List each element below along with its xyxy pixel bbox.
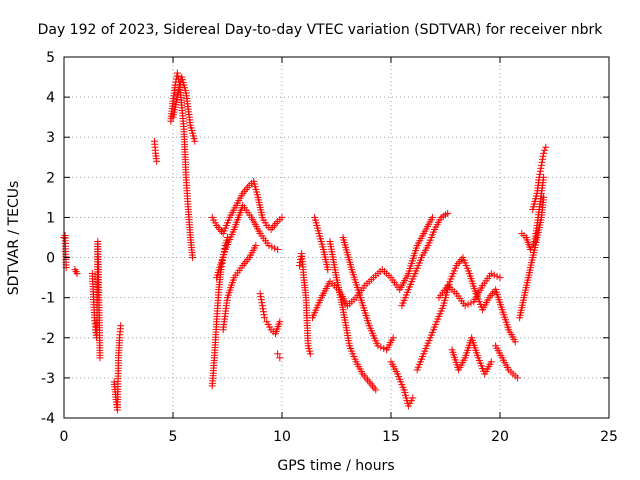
y-tick-label: -3 [41, 371, 55, 387]
axes: 0 5 10 15 20 25 -4 -3 -2 -1 0 1 2 3 4 5 [41, 50, 618, 445]
data-point [259, 305, 267, 313]
data-points [60, 69, 550, 414]
data-point [274, 246, 282, 254]
data-point [537, 164, 545, 172]
data-point [377, 343, 385, 351]
data-point [513, 374, 521, 382]
data-point [496, 274, 504, 282]
grid [64, 57, 609, 418]
y-tick-label: 4 [46, 90, 55, 106]
data-point [261, 314, 269, 322]
data-point [536, 167, 544, 175]
data-point [295, 262, 303, 270]
data-point [493, 272, 501, 280]
data-point [511, 338, 519, 346]
data-point [372, 386, 380, 394]
data-point [258, 299, 266, 307]
data-point [539, 155, 547, 163]
data-point [271, 244, 279, 252]
y-axis-label: SDTVAR / TECUs [6, 181, 22, 296]
y-tick-label: -1 [41, 291, 55, 307]
data-point [259, 308, 267, 316]
data-point [265, 242, 273, 250]
data-point [464, 300, 472, 308]
data-point [252, 242, 260, 250]
y-tick-label: 1 [46, 210, 55, 226]
data-point [174, 72, 182, 80]
data-point [487, 358, 495, 366]
y-tick-label: 3 [46, 130, 55, 146]
y-tick-label: -2 [41, 331, 55, 347]
x-axis-label: GPS time / hours [277, 458, 394, 474]
data-point [539, 152, 547, 160]
data-point [409, 394, 417, 402]
data-point [268, 243, 276, 251]
y-tick-label: -4 [41, 411, 55, 427]
data-point [257, 296, 265, 304]
data-point [276, 318, 284, 326]
data-point [541, 146, 549, 154]
data-point [306, 350, 314, 358]
data-point [191, 137, 199, 145]
x-tick-label: 25 [600, 429, 618, 445]
x-tick-label: 15 [382, 429, 400, 445]
data-point [374, 342, 382, 350]
data-point [461, 302, 469, 310]
data-point [487, 270, 495, 278]
data-point [260, 311, 268, 319]
x-tick-label: 0 [60, 429, 69, 445]
data-point [542, 143, 550, 151]
plot-border [63, 56, 610, 419]
data-point [256, 290, 264, 298]
y-tick-label: 0 [46, 251, 55, 267]
y-tick-label: 5 [46, 50, 55, 66]
data-point [189, 254, 197, 262]
data-point [444, 209, 452, 217]
data-point [389, 334, 397, 342]
data-point [173, 69, 181, 77]
data-point [257, 293, 265, 301]
data-point [274, 350, 282, 358]
data-point [428, 213, 436, 221]
data-point [540, 149, 548, 157]
data-point [536, 170, 544, 178]
data-point [537, 161, 545, 169]
data-point [276, 354, 284, 362]
data-point [278, 213, 286, 221]
data-point [258, 302, 266, 310]
data-point [467, 299, 475, 307]
data-point [96, 354, 104, 362]
x-tick-label: 10 [273, 429, 291, 445]
data-point [153, 157, 161, 165]
data-point [73, 270, 81, 278]
y-tick-label: 2 [46, 170, 55, 186]
x-tick-label: 5 [169, 429, 178, 445]
chart-title: Day 192 of 2023, Sidereal Day-to-day VTE… [38, 22, 604, 38]
data-point [324, 266, 332, 274]
data-point [117, 322, 125, 330]
data-point [380, 344, 388, 352]
data-point [535, 173, 543, 181]
x-tick-label: 20 [491, 429, 509, 445]
data-point [490, 271, 498, 279]
data-point [538, 158, 546, 166]
